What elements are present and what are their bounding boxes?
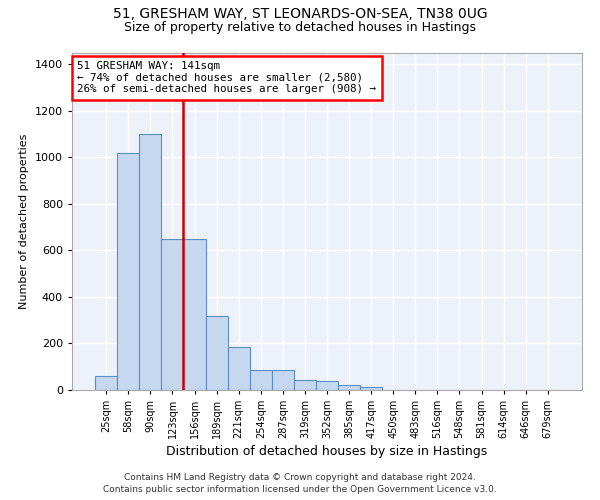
Bar [338,386,360,390]
Bar [360,386,382,390]
Text: Contains HM Land Registry data © Crown copyright and database right 2024.
Contai: Contains HM Land Registry data © Crown c… [103,472,497,494]
Y-axis label: Number of detached properties: Number of detached properties [19,134,29,309]
Text: 51, GRESHAM WAY, ST LEONARDS-ON-SEA, TN38 0UG: 51, GRESHAM WAY, ST LEONARDS-ON-SEA, TN3… [113,8,487,22]
Bar [139,134,161,390]
X-axis label: Distribution of detached houses by size in Hastings: Distribution of detached houses by size … [166,446,488,458]
Bar [206,316,227,390]
Text: 51 GRESHAM WAY: 141sqm
← 74% of detached houses are smaller (2,580)
26% of semi-: 51 GRESHAM WAY: 141sqm ← 74% of detached… [77,61,376,94]
Bar [95,376,117,390]
Bar [117,152,139,390]
Bar [250,370,272,390]
Text: Size of property relative to detached houses in Hastings: Size of property relative to detached ho… [124,21,476,34]
Bar [316,380,338,390]
Bar [272,370,294,390]
Bar [294,380,316,390]
Bar [161,238,184,390]
Bar [184,238,206,390]
Bar [227,347,250,390]
